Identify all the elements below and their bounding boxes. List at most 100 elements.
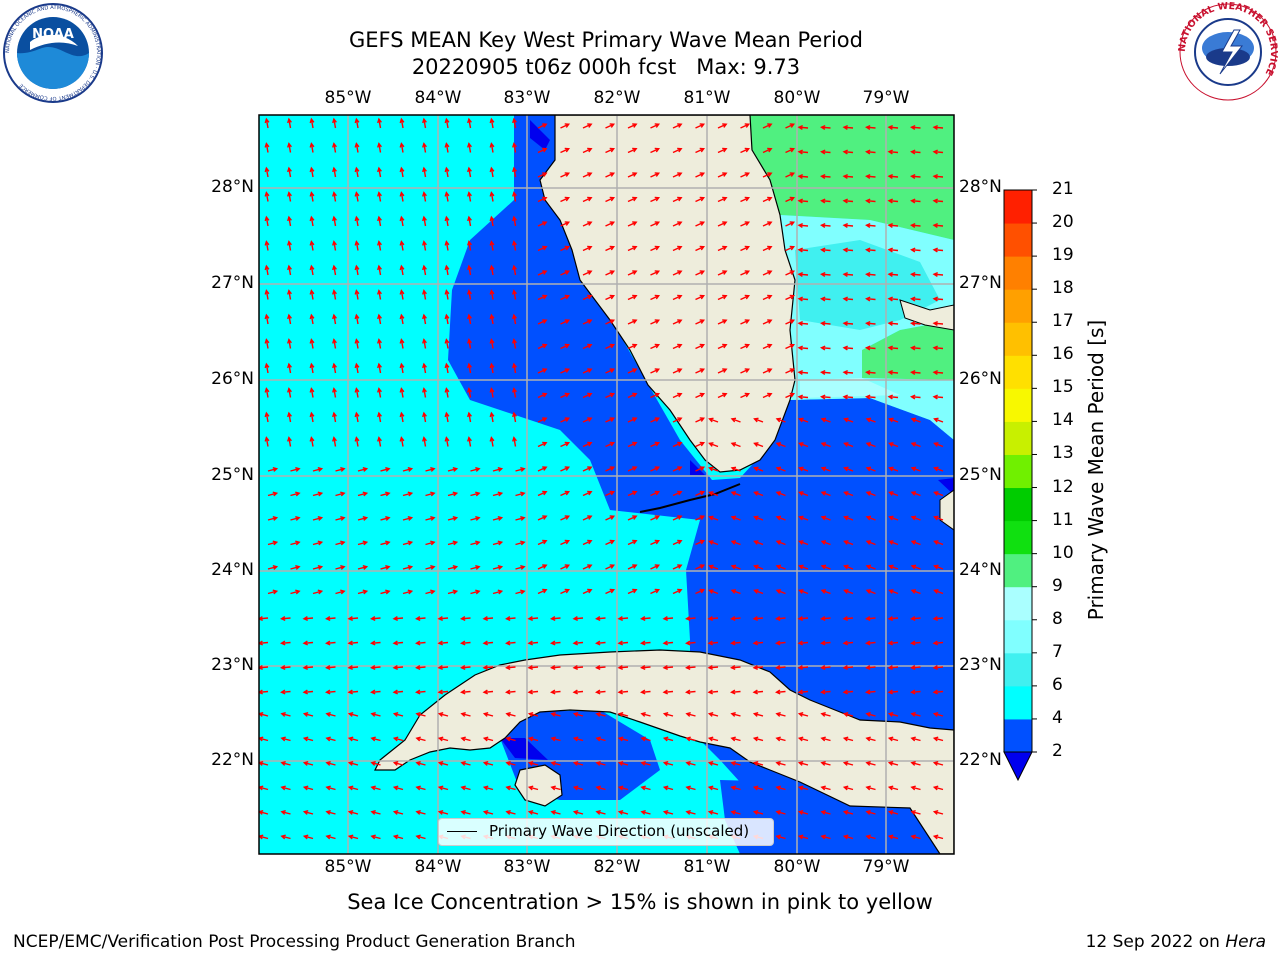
wave-arrow — [582, 123, 592, 129]
wave-arrow — [821, 224, 831, 227]
wave-arrow-head — [377, 313, 382, 320]
wave-arrow — [731, 641, 741, 644]
wave-arrow — [513, 118, 517, 129]
wave-arrow — [821, 641, 831, 644]
wave-arrow-head — [272, 589, 279, 595]
wave-arrow — [731, 467, 741, 472]
wave-arrow — [785, 319, 794, 325]
wave-arrow-head — [865, 296, 871, 302]
lat-label-right: 22°N — [959, 750, 1002, 770]
wave-arrow-head — [699, 270, 706, 275]
wave-arrow-head — [325, 616, 331, 622]
wave-arrow — [933, 298, 944, 301]
wave-arrow-head — [302, 761, 309, 766]
wave-arrow-head — [910, 564, 917, 570]
wave-arrow — [288, 167, 292, 178]
wave-arrow-head — [550, 761, 556, 766]
wave-arrow — [866, 347, 876, 350]
wave-arrow — [695, 172, 704, 178]
wave-arrow-head — [887, 173, 893, 179]
wave-arrow — [695, 270, 704, 276]
wave-arrow — [423, 290, 427, 300]
wave-arrow — [754, 491, 764, 497]
wave-arrow — [513, 192, 517, 202]
wave-arrow — [355, 412, 359, 423]
wave-arrow — [582, 344, 592, 350]
wave-arrow — [695, 197, 704, 203]
wave-arrow-head — [542, 147, 548, 153]
wave-arrow — [468, 339, 472, 349]
wave-arrow — [326, 617, 336, 620]
wave-arrow — [310, 363, 314, 374]
wave-arrow — [402, 541, 412, 546]
wave-arrow — [888, 249, 899, 252]
wave-arrow-head — [444, 411, 450, 418]
wave-arrow — [627, 393, 637, 399]
wave-arrow — [911, 200, 921, 203]
wave-arrow — [843, 151, 854, 154]
wave-arrow — [933, 690, 944, 693]
wave-arrow — [695, 515, 704, 521]
wave-arrow — [445, 412, 449, 423]
wave-arrow-head — [677, 319, 683, 324]
wave-arrow-head — [415, 640, 421, 646]
wave-arrow — [468, 388, 472, 398]
wave-arrow — [335, 541, 345, 546]
wave-arrow — [304, 713, 314, 717]
wave-arrow — [288, 437, 292, 447]
wave-arrow-head — [699, 515, 706, 520]
wave-arrow — [349, 762, 359, 766]
wave-arrow — [490, 339, 494, 349]
wave-arrow-head — [362, 540, 369, 546]
wave-arrow — [709, 811, 719, 815]
wave-arrow-head — [820, 515, 827, 521]
wave-arrow-head — [505, 665, 511, 671]
wave-arrow-head — [489, 142, 495, 148]
wave-arrow-head — [399, 191, 405, 197]
wave-arrow-head — [280, 689, 286, 695]
wave-arrow-head — [933, 564, 939, 570]
wave-arrow-head — [767, 221, 773, 226]
wave-arrow-head — [820, 491, 827, 496]
wave-arrow — [267, 517, 277, 521]
wave-arrow-head — [910, 124, 916, 130]
wave-arrow — [445, 388, 449, 398]
wave-arrow — [400, 167, 404, 178]
wave-arrow-head — [775, 491, 782, 496]
wave-arrow-head — [842, 665, 848, 671]
lat-label-right: 24°N — [959, 560, 1002, 580]
wave-arrow-head — [820, 271, 826, 277]
wave-arrow-head — [707, 736, 714, 742]
wave-arrow-head — [332, 142, 337, 148]
wave-arrow — [866, 641, 876, 644]
wave-arrow — [303, 617, 314, 620]
wave-arrow-head — [399, 362, 405, 369]
wave-arrow — [888, 175, 899, 178]
wave-arrow-head — [730, 785, 736, 791]
wave-arrow — [889, 467, 899, 472]
wave-arrow-head — [399, 411, 405, 418]
wave-arrow-head — [654, 319, 661, 324]
wave-arrow — [911, 418, 921, 423]
nws-logo: NATIONAL WEATHER SERVICE — [1178, 2, 1278, 101]
wave-arrow-head — [775, 417, 782, 423]
wave-arrow-head — [377, 240, 382, 246]
wave-arrow-head — [325, 761, 331, 766]
wave-arrow-head — [362, 565, 369, 570]
wave-arrow — [348, 666, 359, 669]
chart-title-line2: 20220905 t06z 000h fcst Max: 9.73 — [411, 55, 801, 79]
ocean-period-below-2-c — [690, 460, 705, 475]
wave-arrow — [911, 713, 921, 717]
wave-arrow — [695, 466, 704, 472]
wave-arrow — [695, 123, 704, 129]
wave-arrow-head — [475, 565, 481, 570]
wave-arrow — [762, 295, 772, 301]
wave-arrow-head — [452, 491, 459, 497]
wave-arrow — [492, 517, 502, 521]
wave-arrow — [394, 713, 404, 717]
wave-arrow — [349, 786, 359, 791]
wave-arrow-head — [887, 271, 893, 277]
wave-arrow-head — [632, 319, 638, 324]
wave-arrow — [627, 344, 637, 350]
map-frame — [258, 114, 955, 855]
